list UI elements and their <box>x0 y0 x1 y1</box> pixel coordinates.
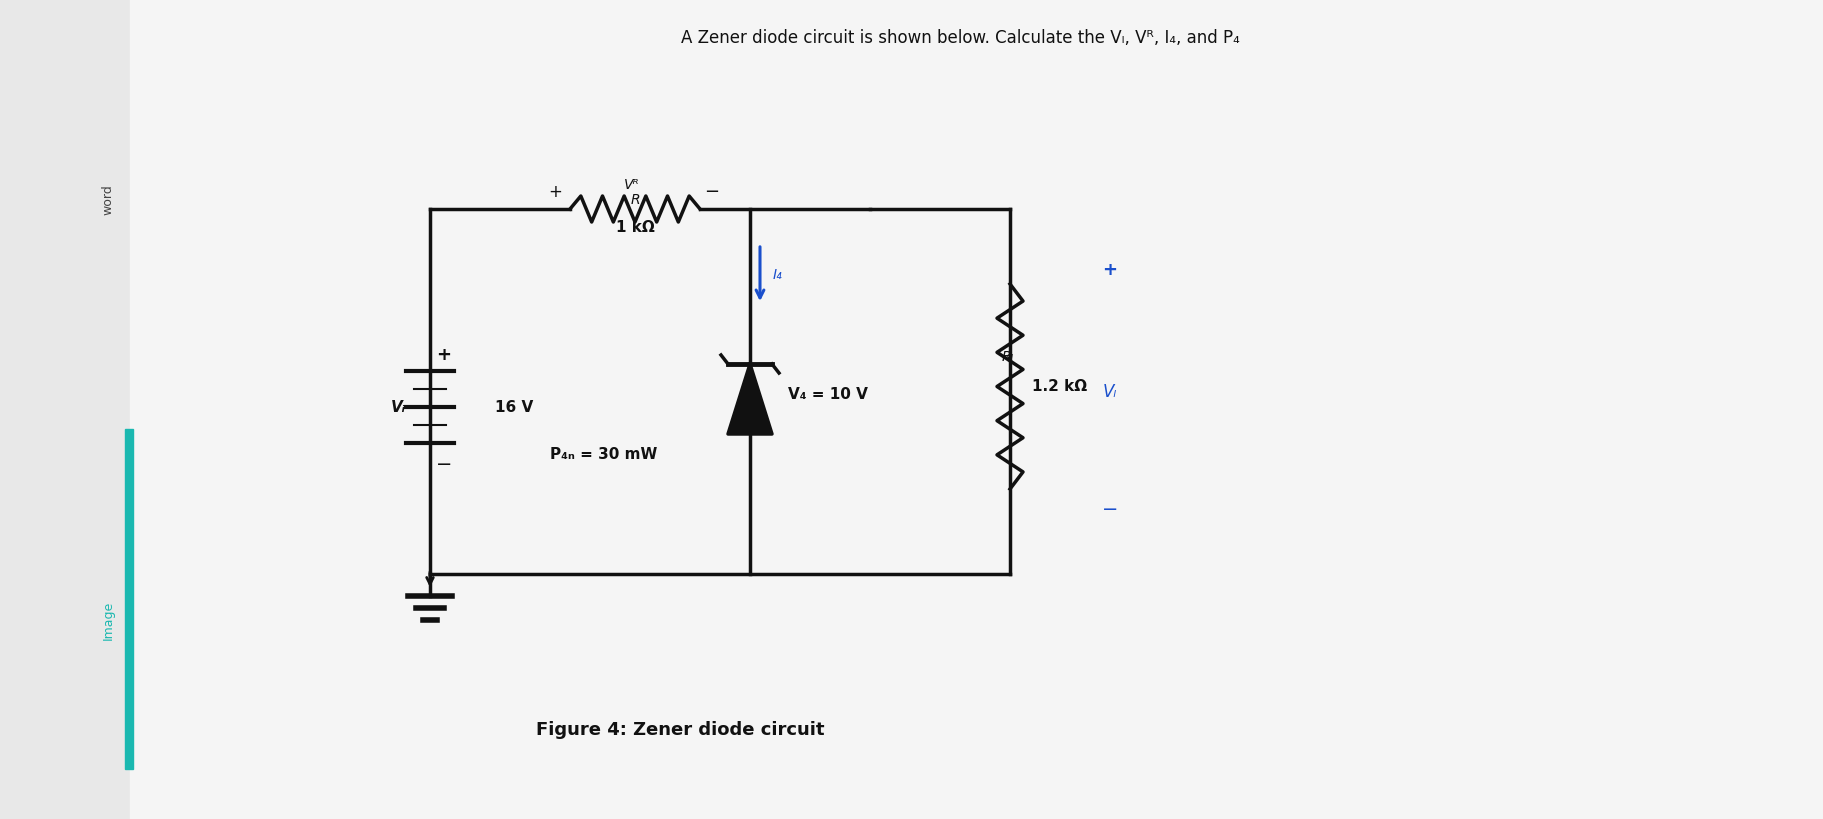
Text: Image: Image <box>102 600 115 639</box>
Text: R: R <box>629 192 640 206</box>
Text: Vᵢ: Vᵢ <box>390 400 405 415</box>
Text: V₄ = 10 V: V₄ = 10 V <box>788 387 868 402</box>
Text: −: − <box>1101 500 1117 519</box>
Text: P₄ₙ = 30 mW: P₄ₙ = 30 mW <box>551 447 656 462</box>
Text: 1.2 kΩ: 1.2 kΩ <box>1032 379 1087 394</box>
Text: 1 kΩ: 1 kΩ <box>616 220 654 235</box>
Text: 16 V: 16 V <box>494 400 532 415</box>
Text: +: + <box>547 183 561 201</box>
Text: I₄: I₄ <box>773 268 782 282</box>
Text: Vₗ: Vₗ <box>1103 382 1116 400</box>
Text: −: − <box>704 183 718 201</box>
Text: +: + <box>1101 260 1117 278</box>
Text: Vᴿ: Vᴿ <box>623 178 640 192</box>
Polygon shape <box>727 364 771 434</box>
Text: word: word <box>102 184 115 215</box>
Bar <box>126 429 133 769</box>
Text: Rₗ: Rₗ <box>1001 350 1014 364</box>
Text: Figure 4: Zener diode circuit: Figure 4: Zener diode circuit <box>536 720 824 738</box>
Text: −: − <box>436 455 452 474</box>
Text: A Zener diode circuit is shown below. Calculate the Vₗ, Vᴿ, I₄, and P₄: A Zener diode circuit is shown below. Ca… <box>680 29 1238 47</box>
Text: +: + <box>436 346 452 364</box>
